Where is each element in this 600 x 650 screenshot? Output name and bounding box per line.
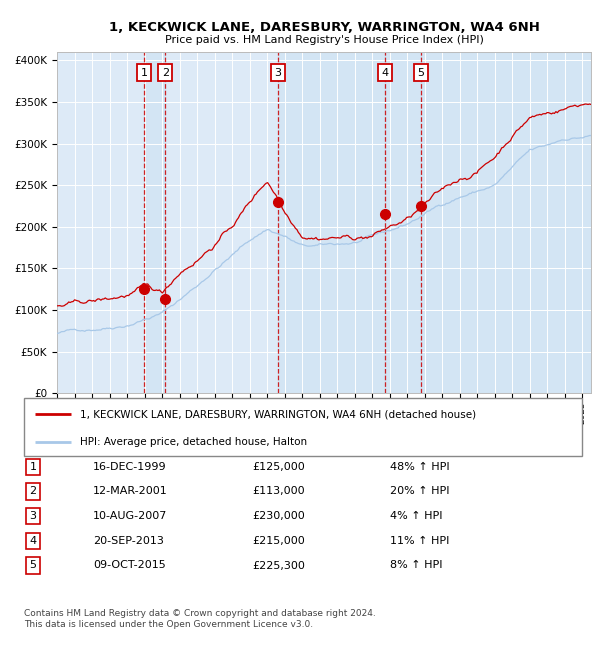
Text: 1, KECKWICK LANE, DARESBURY, WARRINGTON, WA4 6NH (detached house): 1, KECKWICK LANE, DARESBURY, WARRINGTON,…: [80, 410, 476, 419]
Text: 16-DEC-1999: 16-DEC-1999: [93, 462, 167, 472]
Text: £215,000: £215,000: [252, 536, 305, 546]
Text: 1, KECKWICK LANE, DARESBURY, WARRINGTON, WA4 6NH: 1, KECKWICK LANE, DARESBURY, WARRINGTON,…: [109, 21, 539, 34]
Text: 5: 5: [417, 68, 424, 78]
Text: £113,000: £113,000: [252, 486, 305, 497]
Text: 10-AUG-2007: 10-AUG-2007: [93, 511, 167, 521]
Text: £225,300: £225,300: [252, 560, 305, 571]
Bar: [385, 52, 421, 393]
Text: 2: 2: [162, 68, 169, 78]
Text: 3: 3: [274, 68, 281, 78]
Text: Price paid vs. HM Land Registry's House Price Index (HPI): Price paid vs. HM Land Registry's House …: [164, 35, 484, 45]
Text: 1: 1: [29, 462, 37, 472]
Text: 20% ↑ HPI: 20% ↑ HPI: [390, 486, 449, 497]
Bar: [421, 52, 591, 393]
Text: This data is licensed under the Open Government Licence v3.0.: This data is licensed under the Open Gov…: [24, 620, 313, 629]
Bar: [144, 52, 166, 393]
Text: 48% ↑ HPI: 48% ↑ HPI: [390, 462, 449, 472]
Text: £125,000: £125,000: [252, 462, 305, 472]
Text: 2: 2: [29, 486, 37, 497]
Text: 4: 4: [381, 68, 388, 78]
Text: 12-MAR-2001: 12-MAR-2001: [93, 486, 168, 497]
Text: 09-OCT-2015: 09-OCT-2015: [93, 560, 166, 571]
Text: 4: 4: [29, 536, 37, 546]
Text: 8% ↑ HPI: 8% ↑ HPI: [390, 560, 443, 571]
Text: 1: 1: [140, 68, 148, 78]
FancyBboxPatch shape: [24, 398, 582, 456]
Bar: [278, 52, 385, 393]
Text: HPI: Average price, detached house, Halton: HPI: Average price, detached house, Halt…: [80, 437, 307, 447]
Text: £230,000: £230,000: [252, 511, 305, 521]
Text: 20-SEP-2013: 20-SEP-2013: [93, 536, 164, 546]
Text: 5: 5: [29, 560, 37, 571]
Text: 4% ↑ HPI: 4% ↑ HPI: [390, 511, 443, 521]
Text: Contains HM Land Registry data © Crown copyright and database right 2024.: Contains HM Land Registry data © Crown c…: [24, 608, 376, 618]
Text: 3: 3: [29, 511, 37, 521]
Text: 11% ↑ HPI: 11% ↑ HPI: [390, 536, 449, 546]
